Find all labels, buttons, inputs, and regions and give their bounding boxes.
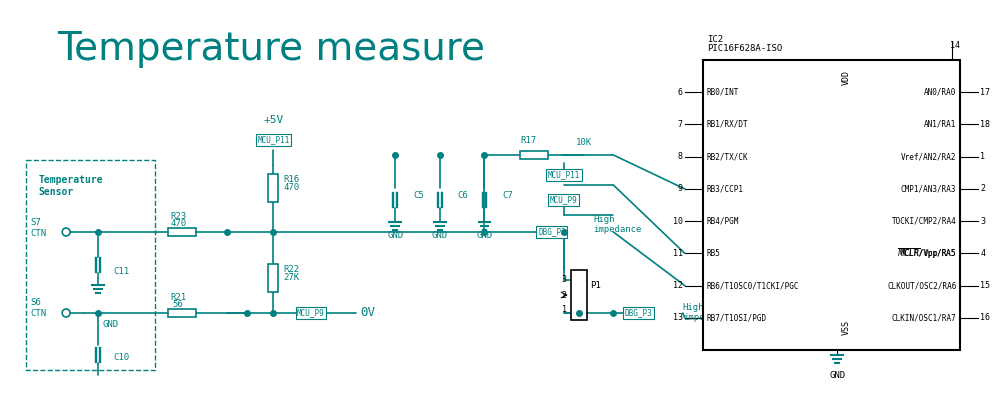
Text: 16: 16 [980,313,990,322]
Text: GND: GND [387,231,403,240]
Text: 7: 7 [678,120,683,129]
Text: 10K: 10K [576,138,592,147]
Text: 1: 1 [562,306,567,314]
Text: AN0/RA0: AN0/RA0 [924,88,956,97]
Text: 13: 13 [673,313,683,322]
Text: CLKIN/OSC1/RA7: CLKIN/OSC1/RA7 [892,313,956,322]
Text: R22: R22 [283,266,299,274]
Text: PIC16F628A-ISO: PIC16F628A-ISO [708,44,783,53]
Text: RB5: RB5 [707,249,720,258]
Text: S6
CTN: S6 CTN [30,298,47,318]
Text: R17: R17 [520,136,536,145]
Text: MCU_P9: MCU_P9 [550,196,578,204]
Text: S7
CTN: S7 CTN [30,218,47,238]
Text: RB6/T1OSC0/T1CKI/PGC: RB6/T1OSC0/T1CKI/PGC [707,281,799,290]
Text: C5: C5 [413,192,424,200]
Bar [571,270,587,320]
Text: RB7/T1OSI/PGD: RB7/T1OSI/PGD [707,313,767,322]
Text: CMP1/AN3/RA3: CMP1/AN3/RA3 [901,184,956,193]
Bar [268,264,278,292]
Text: R23: R23 [170,212,186,221]
Text: RB4/PGM: RB4/PGM [707,217,739,226]
Text: +5V: +5V [263,115,283,125]
Text: VSS: VSS [841,320,850,335]
Text: 3: 3 [562,276,567,284]
Text: 15: 15 [980,281,990,290]
Text: RB3/CCP1: RB3/CCP1 [707,184,744,193]
Text: 8: 8 [678,152,683,161]
Text: DBG_P2: DBG_P2 [538,228,566,236]
Text: CLKOUT/OSC2/RA6: CLKOUT/OSC2/RA6 [887,281,956,290]
Text: 17: 17 [980,88,990,97]
Text: MCLR/Vpp/RA5: MCLR/Vpp/RA5 [901,249,956,258]
Text: C6: C6 [458,192,468,200]
Text: RB0/INT: RB0/INT [707,88,739,97]
Bar [168,228,196,236]
Text: IC2: IC2 [708,35,724,44]
Text: 470: 470 [283,184,299,192]
Text: High
impedance: High impedance [594,215,642,234]
Text: 6: 6 [678,88,683,97]
Bar [26,160,155,370]
Text: C10: C10 [114,352,130,362]
Text: R21: R21 [170,293,186,302]
Text: DBG_P3: DBG_P3 [624,308,652,318]
Text: 9: 9 [678,184,683,193]
Text: 56: 56 [173,300,184,309]
Text: 3: 3 [980,217,985,226]
Text: MCU_P11: MCU_P11 [257,136,290,144]
Text: P1: P1 [591,280,601,290]
Text: 18: 18 [980,120,990,129]
Text: Temperature measure: Temperature measure [57,30,485,68]
Text: MCU_P11: MCU_P11 [548,170,580,180]
Text: 1: 1 [980,152,985,161]
Text: GND: GND [476,231,493,240]
Bar [268,174,278,202]
Text: 12: 12 [673,281,683,290]
Text: 27K: 27K [283,274,299,282]
Text: Vref/AN2/RA2: Vref/AN2/RA2 [901,152,956,161]
Text: TOCKI/CMP2/RA4: TOCKI/CMP2/RA4 [892,217,956,226]
Text: 470: 470 [170,219,186,228]
Text: RB1/RX/DT: RB1/RX/DT [707,120,748,129]
Bar [168,309,196,317]
Text: MCU_P9: MCU_P9 [297,308,325,318]
Text: C11: C11 [114,266,130,276]
Text: 4: 4 [980,249,985,258]
Text: RB2/TX/CK: RB2/TX/CK [707,152,748,161]
Text: 0V: 0V [361,306,376,320]
Text: GND: GND [103,320,119,329]
Text: 14: 14 [950,41,960,50]
Text: R16: R16 [283,176,299,184]
Text: VDD: VDD [841,70,850,85]
Bar [703,60,960,350]
Text: 2: 2 [980,184,985,193]
Text: 11: 11 [673,249,683,258]
Text: AN1/RA1: AN1/RA1 [924,120,956,129]
Text: High
impedance: High impedance [683,303,731,322]
Text: 2: 2 [562,290,567,300]
Text: C7: C7 [502,192,513,200]
Text: GND: GND [829,371,845,380]
Text: $\overline{MCLR}$/Vpp/RA5: $\overline{MCLR}$/Vpp/RA5 [897,246,956,261]
Bar [520,151,548,159]
Text: GND: GND [432,231,448,240]
Text: 10: 10 [673,217,683,226]
Text: Temperature
Sensor: Temperature Sensor [38,175,103,196]
